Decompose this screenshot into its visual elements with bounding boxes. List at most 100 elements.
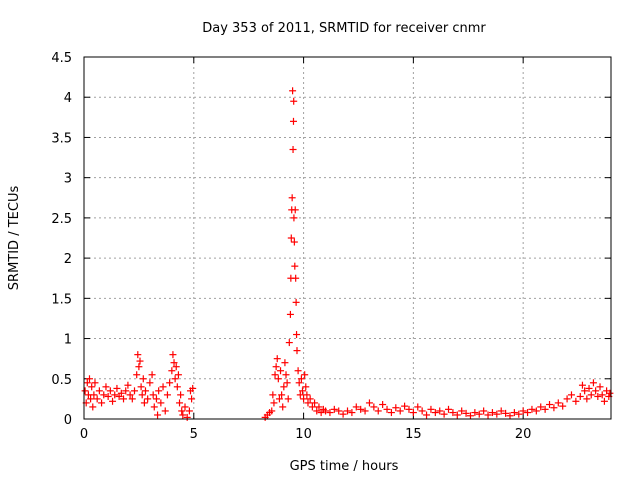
data-point <box>89 403 97 411</box>
data-point <box>98 399 106 407</box>
data-point <box>592 387 600 395</box>
data-point <box>139 375 147 383</box>
x-tick-label: 0 <box>80 427 88 442</box>
data-point <box>488 409 496 417</box>
y-tick-label: 4 <box>64 91 72 106</box>
data-point <box>90 391 98 399</box>
data-point <box>277 367 285 375</box>
data-point <box>111 391 119 399</box>
data-point <box>169 351 177 359</box>
data-point <box>374 407 382 415</box>
data-point <box>466 412 474 420</box>
data-point <box>275 395 283 403</box>
data-point <box>268 407 276 415</box>
data-point <box>581 387 589 395</box>
data-point <box>594 392 602 400</box>
data-point <box>117 389 125 397</box>
x-tick-label: 20 <box>515 427 532 442</box>
data-point <box>392 404 400 412</box>
chart-title: Day 353 of 2011, SRMTID for receiver cnm… <box>202 21 486 36</box>
data-point <box>120 395 128 403</box>
data-point <box>311 399 319 407</box>
data-point <box>293 347 301 355</box>
y-tick-label: 2.5 <box>51 212 72 227</box>
data-point <box>104 392 112 400</box>
data-point <box>172 363 180 371</box>
data-point <box>335 407 343 415</box>
data-points <box>81 87 614 421</box>
data-point <box>606 389 614 397</box>
data-point <box>506 412 514 420</box>
data-point <box>462 409 470 417</box>
data-point <box>405 405 413 413</box>
data-point <box>297 375 305 383</box>
data-point <box>274 375 282 383</box>
data-point <box>600 397 608 405</box>
data-point <box>484 411 492 419</box>
data-point <box>290 97 298 105</box>
data-point <box>330 405 338 413</box>
data-point <box>286 310 294 318</box>
data-point <box>550 404 558 412</box>
data-point <box>304 399 312 407</box>
data-point <box>161 407 169 415</box>
y-tick-label: 2 <box>64 252 72 267</box>
data-point <box>289 146 297 154</box>
data-point <box>567 391 575 399</box>
data-point <box>81 387 89 395</box>
x-axis-label: GPS time / hours <box>290 459 399 474</box>
data-point <box>290 238 298 246</box>
data-point <box>510 409 518 417</box>
data-point <box>431 409 439 417</box>
data-point <box>589 379 597 387</box>
data-point <box>598 391 606 399</box>
data-point <box>270 399 278 407</box>
data-point <box>177 391 185 399</box>
x-tick-label: 5 <box>190 427 198 442</box>
data-point <box>106 387 114 395</box>
data-point <box>174 371 182 379</box>
data-point <box>348 409 356 417</box>
data-point <box>576 392 584 400</box>
data-point <box>157 399 165 407</box>
data-point <box>436 407 444 415</box>
grid-lines <box>84 57 611 419</box>
y-tick-label: 0 <box>64 413 72 428</box>
data-point <box>302 383 310 391</box>
data-point <box>149 391 157 399</box>
data-point <box>170 359 178 367</box>
data-point <box>138 391 146 399</box>
y-tick-label: 3.5 <box>51 131 72 146</box>
data-point <box>453 411 461 419</box>
data-point <box>480 407 488 415</box>
data-point <box>502 409 510 417</box>
data-point <box>532 407 540 415</box>
data-point <box>559 402 567 410</box>
data-point <box>497 407 505 415</box>
x-tick-label: 10 <box>295 427 312 442</box>
data-point <box>289 117 297 125</box>
data-point <box>596 383 604 391</box>
data-point <box>285 339 293 347</box>
data-point <box>131 387 139 395</box>
data-point <box>313 407 321 415</box>
data-point <box>292 298 300 306</box>
data-point <box>281 359 289 367</box>
data-point <box>563 395 571 403</box>
data-point <box>396 407 404 415</box>
data-point <box>296 391 304 399</box>
data-point <box>137 383 145 391</box>
data-point <box>189 384 197 392</box>
y-tick-label: 0.5 <box>51 373 72 388</box>
plot-frame <box>83 56 612 420</box>
y-axis-label: SRMTID / TECUs <box>7 186 22 291</box>
data-point <box>93 395 101 403</box>
data-point <box>458 407 466 415</box>
data-point <box>273 355 281 363</box>
data-point <box>357 405 365 413</box>
data-point <box>352 403 360 411</box>
data-point <box>427 405 435 413</box>
data-point <box>168 367 176 375</box>
data-point <box>293 331 301 339</box>
